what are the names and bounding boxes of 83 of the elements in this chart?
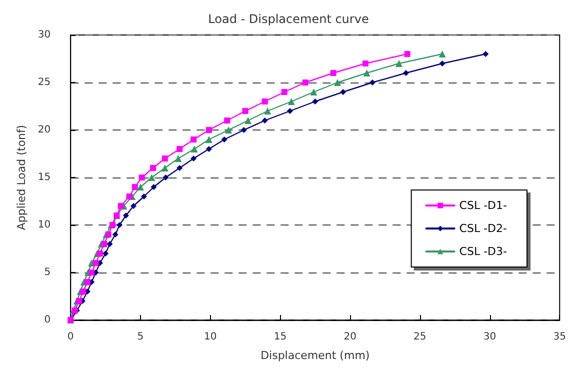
point (225, 126, 232, 134)
point (118, 203, 124, 209)
y-axis-title: Applied Load (tonf) (15, 124, 28, 230)
y-tick-label: 20 (38, 124, 51, 136)
chart-title: Load - Displacement curve (208, 12, 369, 26)
point (402, 70, 409, 76)
point (330, 70, 336, 76)
point (116, 222, 123, 228)
x-tick-label: 30 (483, 332, 496, 342)
point (310, 88, 318, 96)
point (438, 50, 446, 58)
point (140, 194, 147, 200)
point (132, 184, 138, 190)
point (281, 89, 288, 95)
legend-label: CSL -D2- (459, 222, 508, 235)
y-tick-label: 25 (38, 77, 51, 88)
point (162, 174, 169, 180)
point (150, 184, 157, 190)
point (262, 118, 268, 124)
point (126, 194, 132, 200)
x-tick-label: 10 (204, 332, 217, 342)
x-tick-label: 35 (553, 332, 566, 342)
point (302, 80, 308, 86)
legend-label: CSL -D1- (459, 199, 508, 212)
point (176, 146, 183, 152)
point (102, 250, 109, 256)
point (76, 298, 82, 304)
point (136, 184, 144, 190)
point (395, 60, 402, 67)
point (130, 203, 136, 209)
point (105, 232, 112, 238)
point (92, 260, 99, 266)
point (369, 80, 376, 86)
point (205, 136, 212, 143)
point (286, 108, 293, 114)
point (190, 156, 197, 162)
y-tick-label: 10 (38, 220, 51, 230)
point (138, 174, 145, 180)
legend-label: CSL -D3- (459, 245, 508, 258)
point (288, 98, 295, 105)
point (190, 146, 198, 152)
point (240, 127, 247, 133)
point (221, 136, 228, 142)
point (96, 250, 103, 256)
point (88, 270, 95, 276)
point (80, 288, 86, 294)
point (190, 136, 197, 142)
point (439, 60, 446, 66)
point (363, 70, 370, 76)
point (150, 165, 156, 171)
point (122, 212, 129, 218)
point (106, 241, 113, 247)
y-tick-label: 15 (38, 172, 51, 183)
x-tick-label: 25 (414, 332, 426, 342)
point (264, 108, 272, 114)
x-axis-title: Displacement (mm) (260, 349, 370, 362)
point (482, 51, 489, 57)
y-tick-label: 5 (44, 267, 51, 278)
point (161, 164, 168, 172)
point (362, 60, 368, 66)
x-tick-label: 20 (344, 332, 356, 342)
x-tick-label: 15 (274, 332, 287, 342)
y-tick-label: 0 (44, 314, 51, 326)
point (242, 108, 248, 114)
point (176, 165, 183, 171)
x-tick-label: 5 (137, 332, 144, 342)
y-tick-label: 30 (38, 30, 51, 40)
point (101, 241, 108, 247)
point (224, 118, 230, 124)
point (174, 155, 182, 162)
point (334, 79, 341, 86)
point (162, 156, 168, 162)
point (206, 127, 212, 133)
point (206, 146, 212, 152)
point (244, 117, 252, 124)
point (340, 89, 346, 95)
x-tick-label: 0 (67, 332, 74, 342)
point (84, 279, 90, 285)
point (404, 51, 410, 57)
point (148, 174, 156, 181)
point (112, 232, 118, 238)
point (262, 98, 268, 104)
point (312, 98, 318, 104)
